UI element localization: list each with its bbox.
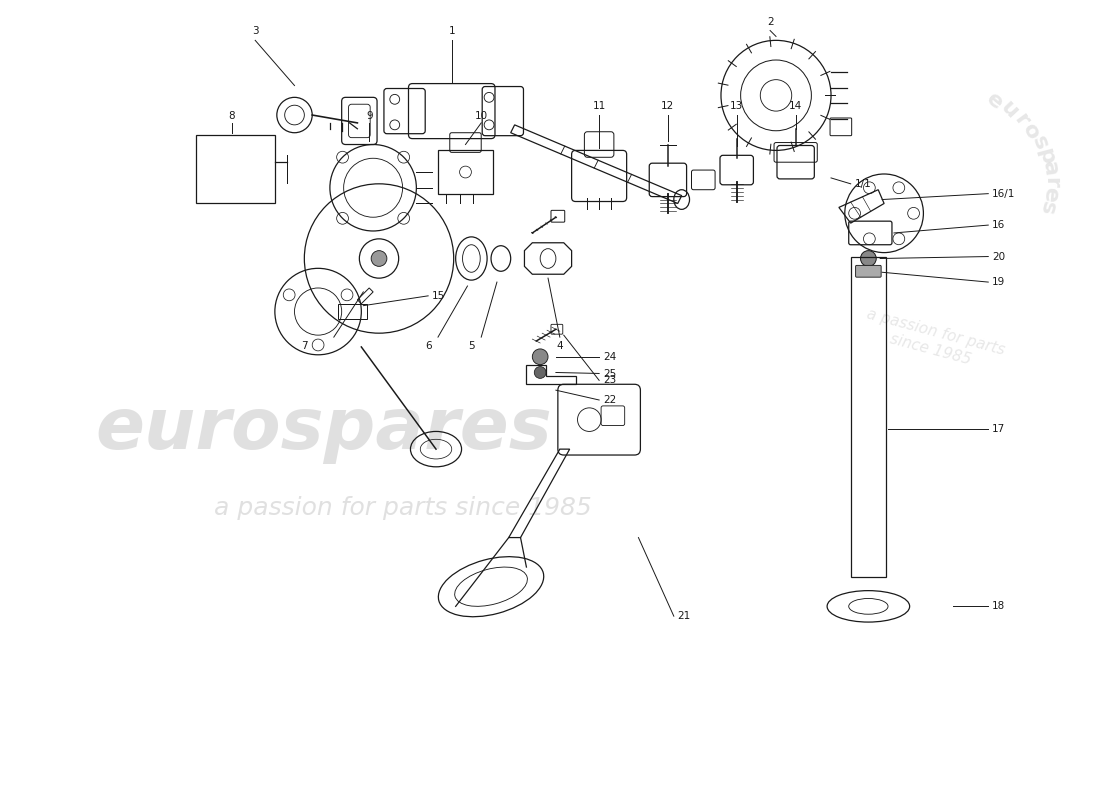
- Bar: [850, 257, 887, 577]
- Text: r: r: [1041, 176, 1062, 188]
- Text: a passion for parts
since 1985: a passion for parts since 1985: [860, 307, 1006, 375]
- Text: 3: 3: [252, 26, 258, 37]
- Text: e: e: [982, 89, 1008, 114]
- Text: 7: 7: [301, 341, 308, 351]
- Text: 5: 5: [469, 341, 475, 351]
- Circle shape: [860, 250, 877, 266]
- Text: 16: 16: [992, 220, 1005, 230]
- Text: 19: 19: [992, 277, 1005, 287]
- Text: a passion for parts since 1985: a passion for parts since 1985: [213, 496, 592, 520]
- Text: 12: 12: [661, 101, 674, 111]
- Circle shape: [535, 366, 546, 378]
- Text: 1/1: 1/1: [855, 179, 871, 189]
- Circle shape: [532, 349, 548, 365]
- Text: 24: 24: [603, 352, 616, 362]
- Text: 21: 21: [678, 611, 691, 621]
- Text: eurospares: eurospares: [96, 395, 552, 464]
- Text: 16/1: 16/1: [992, 189, 1015, 198]
- Text: r: r: [1010, 110, 1033, 130]
- Text: 11: 11: [593, 101, 606, 111]
- Text: s: s: [1036, 199, 1058, 217]
- FancyBboxPatch shape: [856, 266, 881, 277]
- Circle shape: [371, 250, 387, 266]
- Text: 20: 20: [992, 251, 1005, 262]
- Text: 8: 8: [229, 111, 235, 121]
- Text: 13: 13: [730, 101, 744, 111]
- Text: 14: 14: [789, 101, 802, 111]
- Text: o: o: [1019, 120, 1044, 143]
- Text: p: p: [1034, 146, 1057, 166]
- Text: s: s: [1027, 134, 1052, 154]
- Text: u: u: [997, 98, 1022, 122]
- Text: 10: 10: [475, 111, 487, 121]
- Text: 2: 2: [767, 17, 773, 26]
- Text: a: a: [1038, 160, 1060, 178]
- Text: 9: 9: [366, 111, 373, 121]
- Text: 22: 22: [603, 395, 616, 405]
- Text: 4: 4: [557, 341, 563, 351]
- Text: 17: 17: [992, 425, 1005, 434]
- Text: 23: 23: [603, 375, 616, 386]
- Text: 15: 15: [432, 291, 446, 301]
- Text: 1: 1: [449, 26, 455, 37]
- Text: 25: 25: [603, 370, 616, 379]
- Text: 6: 6: [425, 341, 431, 351]
- Text: e: e: [1040, 186, 1062, 204]
- Text: 18: 18: [992, 602, 1005, 611]
